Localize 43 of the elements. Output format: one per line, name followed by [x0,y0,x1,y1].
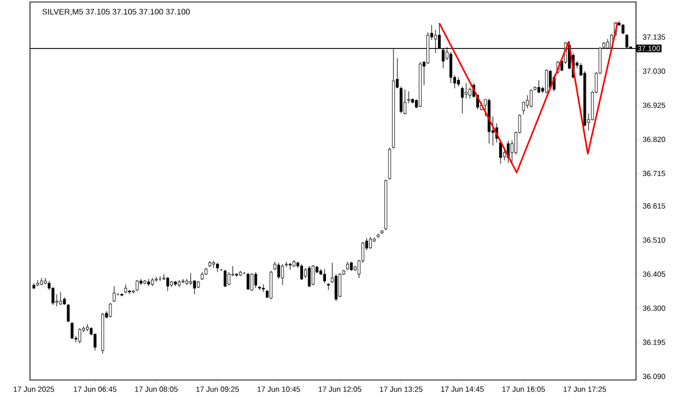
candlestick [136,280,139,292]
text: SILVER,M5 37.105 37.105 37.100 37.100 [42,8,190,16]
candlestick [334,274,338,302]
candlestick [246,272,250,290]
candlestick [338,272,342,298]
candlestick [78,328,82,344]
candlestick [59,292,62,306]
line-series [438,21,618,174]
candlestick [189,272,192,286]
candlestick [224,270,227,288]
candlestick [166,276,170,292]
candlestick [400,86,402,114]
candlestick [228,272,230,286]
candlestick [250,272,254,292]
candlestick [545,68,548,94]
candlestick [369,236,372,250]
candlestick [193,280,196,295]
candlestick [404,89,406,115]
candlestick [522,101,525,115]
candlestick [124,284,128,294]
candlestick [52,286,54,306]
candlestick [449,52,452,84]
candlestick [457,77,460,87]
candlestick [254,272,258,288]
candlestick [108,302,112,318]
candlestick [468,87,472,99]
candlestick [66,304,70,322]
candlestick [112,286,116,302]
candlestick [312,264,315,286]
candlestick [622,24,624,34]
candlestick [537,80,540,94]
candlestick [300,264,304,280]
candlestick [308,266,311,288]
candlestick [350,261,353,272]
candlestick [281,264,284,286]
candlestick [323,268,326,284]
candlestick [530,89,533,108]
candlestick [277,262,280,280]
candlestick [407,91,410,104]
candlestick [460,86,464,114]
candlestick [70,322,74,340]
candlestick [216,262,219,272]
candlestick [464,82,468,99]
